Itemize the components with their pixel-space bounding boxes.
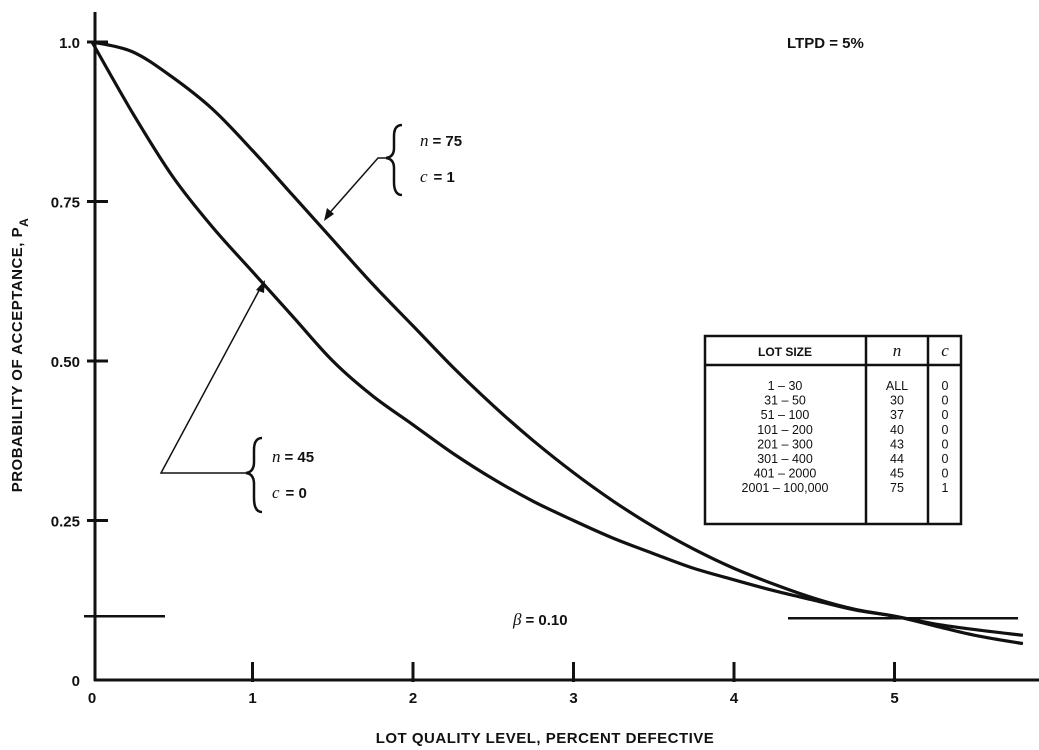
y-ticks: 0 0.25 0.50 0.75 1.0 (51, 35, 108, 690)
y-axis-title-subscript: A (17, 218, 31, 227)
series-label-n45-c0: n = 45 c = 0 (159, 280, 314, 514)
beta-symbol: β (512, 610, 522, 629)
series2-c-value: = 0 (286, 485, 307, 502)
y-tick-label: 0.50 (51, 354, 80, 371)
series2-c-symbol: c (272, 483, 280, 502)
table-cell-c: 0 (942, 452, 949, 466)
table-header-lot-size: LOT SIZE (758, 345, 812, 359)
svg-text:c= 1: c = 1 (420, 167, 455, 186)
table-cell-c: 0 (942, 394, 949, 408)
svg-text:n= 45: n = 45 (272, 447, 314, 466)
series2-arrowhead-icon (256, 280, 265, 293)
y-tick-label: 0.25 (51, 514, 80, 531)
table-cell-lot-size: 301 – 400 (757, 452, 813, 466)
x-tick-label: 0 (88, 690, 96, 707)
series1-c-symbol: c (420, 167, 428, 186)
series-label-n75-c1: n = 75 c = 1 (324, 123, 462, 221)
x-tick-label: 4 (730, 690, 739, 707)
series2-n-value: = 45 (285, 449, 315, 466)
table-cell-lot-size: 31 – 50 (764, 394, 806, 408)
table-cell-lot-size: 1 – 30 (768, 379, 803, 393)
series1-arrowhead-icon (324, 208, 334, 221)
x-tick-label: 5 (890, 690, 898, 707)
table-cell-c: 0 (942, 408, 949, 422)
y-tick-label: 0.75 (51, 195, 80, 212)
table-header-n: n (893, 341, 902, 360)
series1-leader-line (325, 157, 386, 218)
table-cell-n: 45 (890, 467, 904, 481)
x-axis-title: LOT QUALITY LEVEL, PERCENT DEFECTIVE (376, 730, 715, 747)
table-cell-c: 0 (942, 437, 949, 451)
series1-c-value: = 1 (434, 169, 455, 186)
beta-value: = 0.10 (525, 612, 567, 629)
svg-text:c= 0: c = 0 (272, 483, 307, 502)
table-cell-lot-size: 51 – 100 (761, 408, 810, 422)
series1-n-symbol: n (420, 131, 429, 150)
x-tick-label: 2 (409, 690, 417, 707)
series2-n-symbol: n (272, 447, 281, 466)
series2-leader-line (159, 284, 263, 474)
oc-curve-series-2 (90, 41, 1024, 646)
table-cell-n: 40 (890, 423, 904, 437)
table-cell-n: ALL (886, 379, 908, 393)
x-tick-label: 3 (569, 690, 577, 707)
y-axis-title: PROBABILITY OF ACCEPTANCE, PA (9, 218, 31, 493)
y-tick-label: 0 (72, 673, 80, 690)
table-cell-c: 0 (942, 379, 949, 393)
table-cell-lot-size: 401 – 2000 (754, 467, 817, 481)
x-ticks: 0 1 2 3 4 5 (88, 662, 899, 707)
table-frame (703, 334, 963, 526)
table-cell-n: 44 (890, 452, 904, 466)
table-cell-n: 43 (890, 437, 904, 451)
y-tick-label: 1.0 (59, 35, 80, 52)
table-cell-n: 30 (890, 394, 904, 408)
beta-annotation: β = 0.10 (512, 610, 568, 629)
x-tick-label: 1 (248, 690, 256, 707)
series1-n-value: = 75 (433, 133, 463, 150)
table-rows: 1 – 30 ALL 0 31 – 50 30 0 51 – 100 37 0 101 – 200… (742, 379, 949, 495)
brace-icon (245, 436, 263, 514)
ltpd-annotation: LTPD = 5% (787, 35, 864, 52)
oc-curves (90, 40, 1024, 646)
table-cell-lot-size: 2001 – 100,000 (742, 481, 829, 495)
table-cell-c: 0 (942, 467, 949, 481)
table-cell-n: 75 (890, 481, 904, 495)
table-header-c: c (941, 341, 949, 360)
table-cell-lot-size: 101 – 200 (757, 423, 813, 437)
y-axis-title-main: PROBABILITY OF ACCEPTANCE, P (9, 227, 26, 492)
table-cell-n: 37 (890, 408, 904, 422)
table-cell-c: 1 (942, 481, 949, 495)
brace-icon (385, 123, 403, 197)
table-cell-c: 0 (942, 423, 949, 437)
svg-text:n= 75: n = 75 (420, 131, 462, 150)
table-cell-lot-size: 201 – 300 (757, 437, 813, 451)
sampling-plan-table: LOT SIZE n c 1 – 30 ALL 0 31 – 50 30 0 51 – 10… (703, 334, 963, 526)
